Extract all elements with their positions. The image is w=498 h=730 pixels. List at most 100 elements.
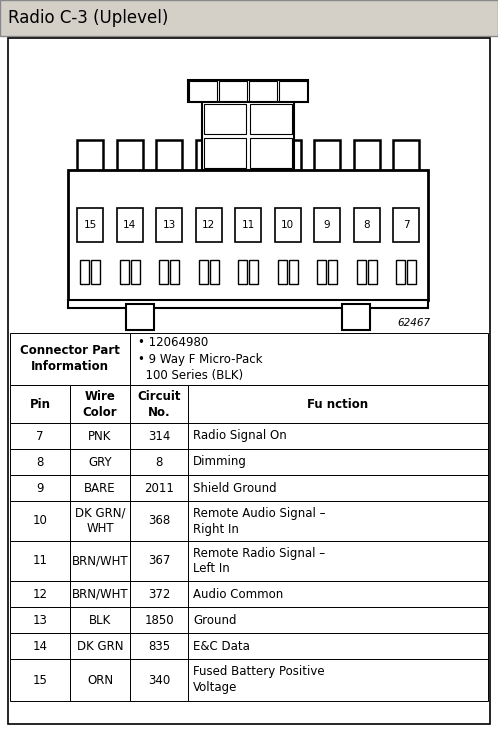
- Bar: [130, 333, 488, 385]
- Text: 10: 10: [32, 515, 47, 528]
- Text: Fu nction: Fu nction: [307, 398, 369, 410]
- Text: Remote Radio Signal –
Left In: Remote Radio Signal – Left In: [193, 547, 325, 575]
- Bar: [80, 260, 89, 284]
- Bar: [117, 208, 142, 242]
- Bar: [70, 633, 130, 659]
- Bar: [202, 102, 294, 170]
- Bar: [159, 260, 168, 284]
- Bar: [249, 81, 277, 101]
- Bar: [274, 208, 300, 242]
- Text: BRN/WHT: BRN/WHT: [72, 588, 128, 601]
- Bar: [277, 260, 286, 284]
- Bar: [188, 607, 488, 633]
- Text: 12: 12: [202, 220, 215, 230]
- Bar: [130, 385, 188, 423]
- Bar: [120, 260, 128, 284]
- Text: 14: 14: [32, 639, 47, 653]
- Bar: [130, 501, 188, 541]
- Text: 7: 7: [403, 220, 409, 230]
- Text: PNK: PNK: [88, 429, 112, 442]
- Text: 10: 10: [281, 220, 294, 230]
- Bar: [250, 104, 292, 134]
- Bar: [328, 260, 337, 284]
- Text: 1850: 1850: [144, 613, 174, 626]
- Text: 2011: 2011: [144, 482, 174, 494]
- Bar: [126, 304, 154, 330]
- Text: 15: 15: [83, 220, 97, 230]
- Bar: [342, 304, 370, 330]
- Text: 62467: 62467: [397, 318, 430, 328]
- Bar: [235, 208, 261, 242]
- Text: 13: 13: [162, 220, 176, 230]
- Bar: [10, 385, 70, 423]
- Text: E&C Data: E&C Data: [193, 639, 250, 653]
- Text: BRN/WHT: BRN/WHT: [72, 555, 128, 567]
- Bar: [317, 260, 326, 284]
- Bar: [130, 581, 188, 607]
- Bar: [368, 260, 376, 284]
- Bar: [188, 581, 488, 607]
- Bar: [204, 104, 246, 134]
- Text: Fused Battery Positive
Voltage: Fused Battery Positive Voltage: [193, 666, 325, 694]
- Bar: [393, 208, 419, 242]
- Bar: [68, 170, 428, 300]
- Bar: [407, 260, 416, 284]
- Bar: [10, 659, 70, 701]
- Text: 835: 835: [148, 639, 170, 653]
- Text: Radio Signal On: Radio Signal On: [193, 429, 287, 442]
- Text: 8: 8: [363, 220, 370, 230]
- Bar: [10, 475, 70, 501]
- Text: 8: 8: [155, 456, 163, 469]
- Bar: [130, 423, 188, 449]
- Bar: [188, 475, 488, 501]
- Text: DK GRN: DK GRN: [77, 639, 123, 653]
- Text: Ground: Ground: [193, 613, 237, 626]
- Bar: [70, 501, 130, 541]
- Bar: [196, 208, 222, 242]
- Bar: [188, 80, 308, 102]
- Bar: [188, 541, 488, 581]
- Text: 368: 368: [148, 515, 170, 528]
- Text: 340: 340: [148, 674, 170, 686]
- Text: Pin: Pin: [29, 398, 50, 410]
- Bar: [10, 423, 70, 449]
- Text: 9: 9: [36, 482, 44, 494]
- Text: Circuit
No.: Circuit No.: [137, 390, 181, 418]
- Bar: [70, 541, 130, 581]
- Bar: [357, 260, 366, 284]
- Bar: [314, 208, 340, 242]
- Bar: [68, 300, 428, 308]
- Bar: [10, 581, 70, 607]
- Bar: [130, 633, 188, 659]
- Text: Remote Audio Signal –
Right In: Remote Audio Signal – Right In: [193, 507, 326, 536]
- Text: Shield Ground: Shield Ground: [193, 482, 276, 494]
- Text: • 12064980
• 9 Way F Micro-Pack
  100 Series (BLK): • 12064980 • 9 Way F Micro-Pack 100 Seri…: [138, 337, 262, 382]
- Bar: [10, 501, 70, 541]
- Bar: [70, 423, 130, 449]
- Bar: [188, 449, 488, 475]
- Bar: [210, 260, 219, 284]
- Text: 14: 14: [123, 220, 136, 230]
- Text: 372: 372: [148, 588, 170, 601]
- Bar: [396, 260, 405, 284]
- Bar: [130, 260, 139, 284]
- Text: Audio Common: Audio Common: [193, 588, 283, 601]
- Bar: [188, 385, 488, 423]
- Bar: [70, 581, 130, 607]
- Bar: [130, 541, 188, 581]
- Text: 11: 11: [32, 555, 47, 567]
- Text: Radio C-3 (Uplevel): Radio C-3 (Uplevel): [8, 9, 168, 27]
- Bar: [199, 260, 208, 284]
- Bar: [10, 333, 130, 385]
- Bar: [188, 423, 488, 449]
- Bar: [250, 138, 292, 168]
- Text: 367: 367: [148, 555, 170, 567]
- Bar: [188, 659, 488, 701]
- Text: 12: 12: [32, 588, 47, 601]
- Bar: [170, 260, 179, 284]
- Bar: [70, 449, 130, 475]
- Bar: [130, 449, 188, 475]
- Bar: [188, 633, 488, 659]
- Bar: [189, 81, 217, 101]
- Bar: [288, 260, 297, 284]
